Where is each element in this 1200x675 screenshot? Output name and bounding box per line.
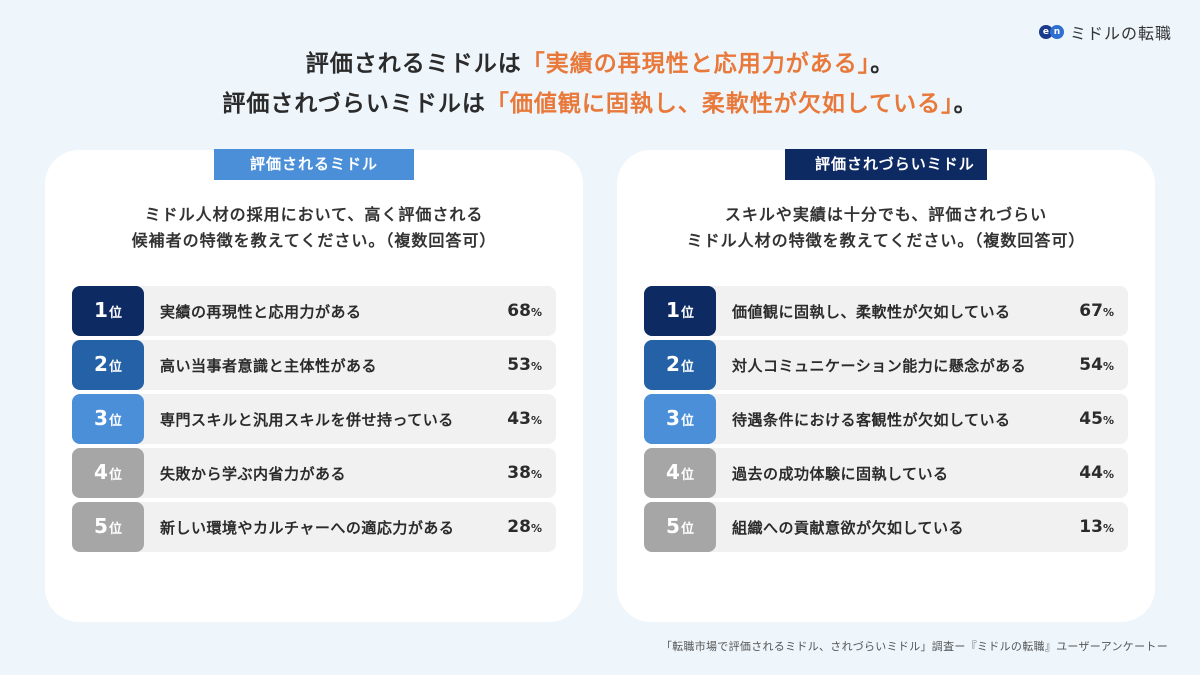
en-logo-icon: e n xyxy=(1038,25,1064,39)
rank-label: 過去の成功体験に固執している xyxy=(732,464,949,483)
rank-value: 67% xyxy=(1079,301,1114,321)
headline-accent-1: 「実績の再現性と応用力がある」 xyxy=(521,51,871,77)
rank-value: 44% xyxy=(1079,463,1114,483)
rank-value: 45% xyxy=(1079,409,1114,429)
survey-question: スキルや実績は十分でも、評価されづらい ミドル人材の特徴を教えてください。（複数… xyxy=(686,205,1086,250)
rank-value: 53% xyxy=(507,355,542,375)
rank-value: 54% xyxy=(1079,355,1114,375)
survey-question: ミドル人材の採用において、高く評価される 候補者の特徴を教えてください。（複数回… xyxy=(131,205,497,250)
rank-label: 高い当事者意識と主体性がある xyxy=(160,356,378,375)
headline-accent-2: 「価値観に固執し、柔軟性が欠如している」 xyxy=(485,91,954,117)
rank-value: 38% xyxy=(507,463,542,483)
rank-label: 組織への貢献意欲が欠如している xyxy=(732,518,965,537)
rank-value: 13% xyxy=(1079,517,1114,537)
headline: 評価されるミドルは「実績の再現性と応用力がある」。 評価されづらいミドルは「価値… xyxy=(0,44,1200,124)
brand-logo: e n ミドルの転職 xyxy=(1038,20,1172,44)
rank-label: 新しい環境やカルチャーへの適応力がある xyxy=(160,518,455,537)
rank-label: 待遇条件における客観性が欠如している xyxy=(732,410,1011,429)
logo-text: ミドルの転職 xyxy=(1069,24,1172,43)
rank-label: 価値観に固執し、柔軟性が欠如している xyxy=(732,302,1011,321)
rank-value: 68% xyxy=(507,301,542,321)
card-highly-rated: 評価されるミドル ミドル人材の採用において、高く評価される 候補者の特徴を教えて… xyxy=(45,149,583,622)
rank-value: 43% xyxy=(507,409,542,429)
card-tag: 評価されるミドル xyxy=(214,149,414,180)
rank-label: 失敗から学ぶ内省力がある xyxy=(160,464,347,483)
rank-value: 28% xyxy=(507,517,542,537)
card-poorly-rated: 評価されづらいミドル スキルや実績は十分でも、評価されづらい ミドル人材の特徴を… xyxy=(617,149,1155,622)
card-tag: 評価されづらいミドル xyxy=(785,149,987,180)
headline-line-2: 評価されづらいミドルは「価値観に固執し、柔軟性が欠如している」。 xyxy=(222,91,978,117)
rank-label: 対人コミュニケーション能力に懸念がある xyxy=(732,356,1027,375)
source-caption: 「転職市場で評価されるミドル、されづらいミドル」調査ー『ミドルの転職』ユーザーア… xyxy=(660,640,1168,653)
headline-line-1: 評価されるミドルは「実績の再現性と応用力がある」。 xyxy=(305,51,895,77)
rank-label: 専門スキルと汎用スキルを併せ持っている xyxy=(160,410,454,429)
rank-label: 実績の再現性と応用力がある xyxy=(160,302,362,321)
